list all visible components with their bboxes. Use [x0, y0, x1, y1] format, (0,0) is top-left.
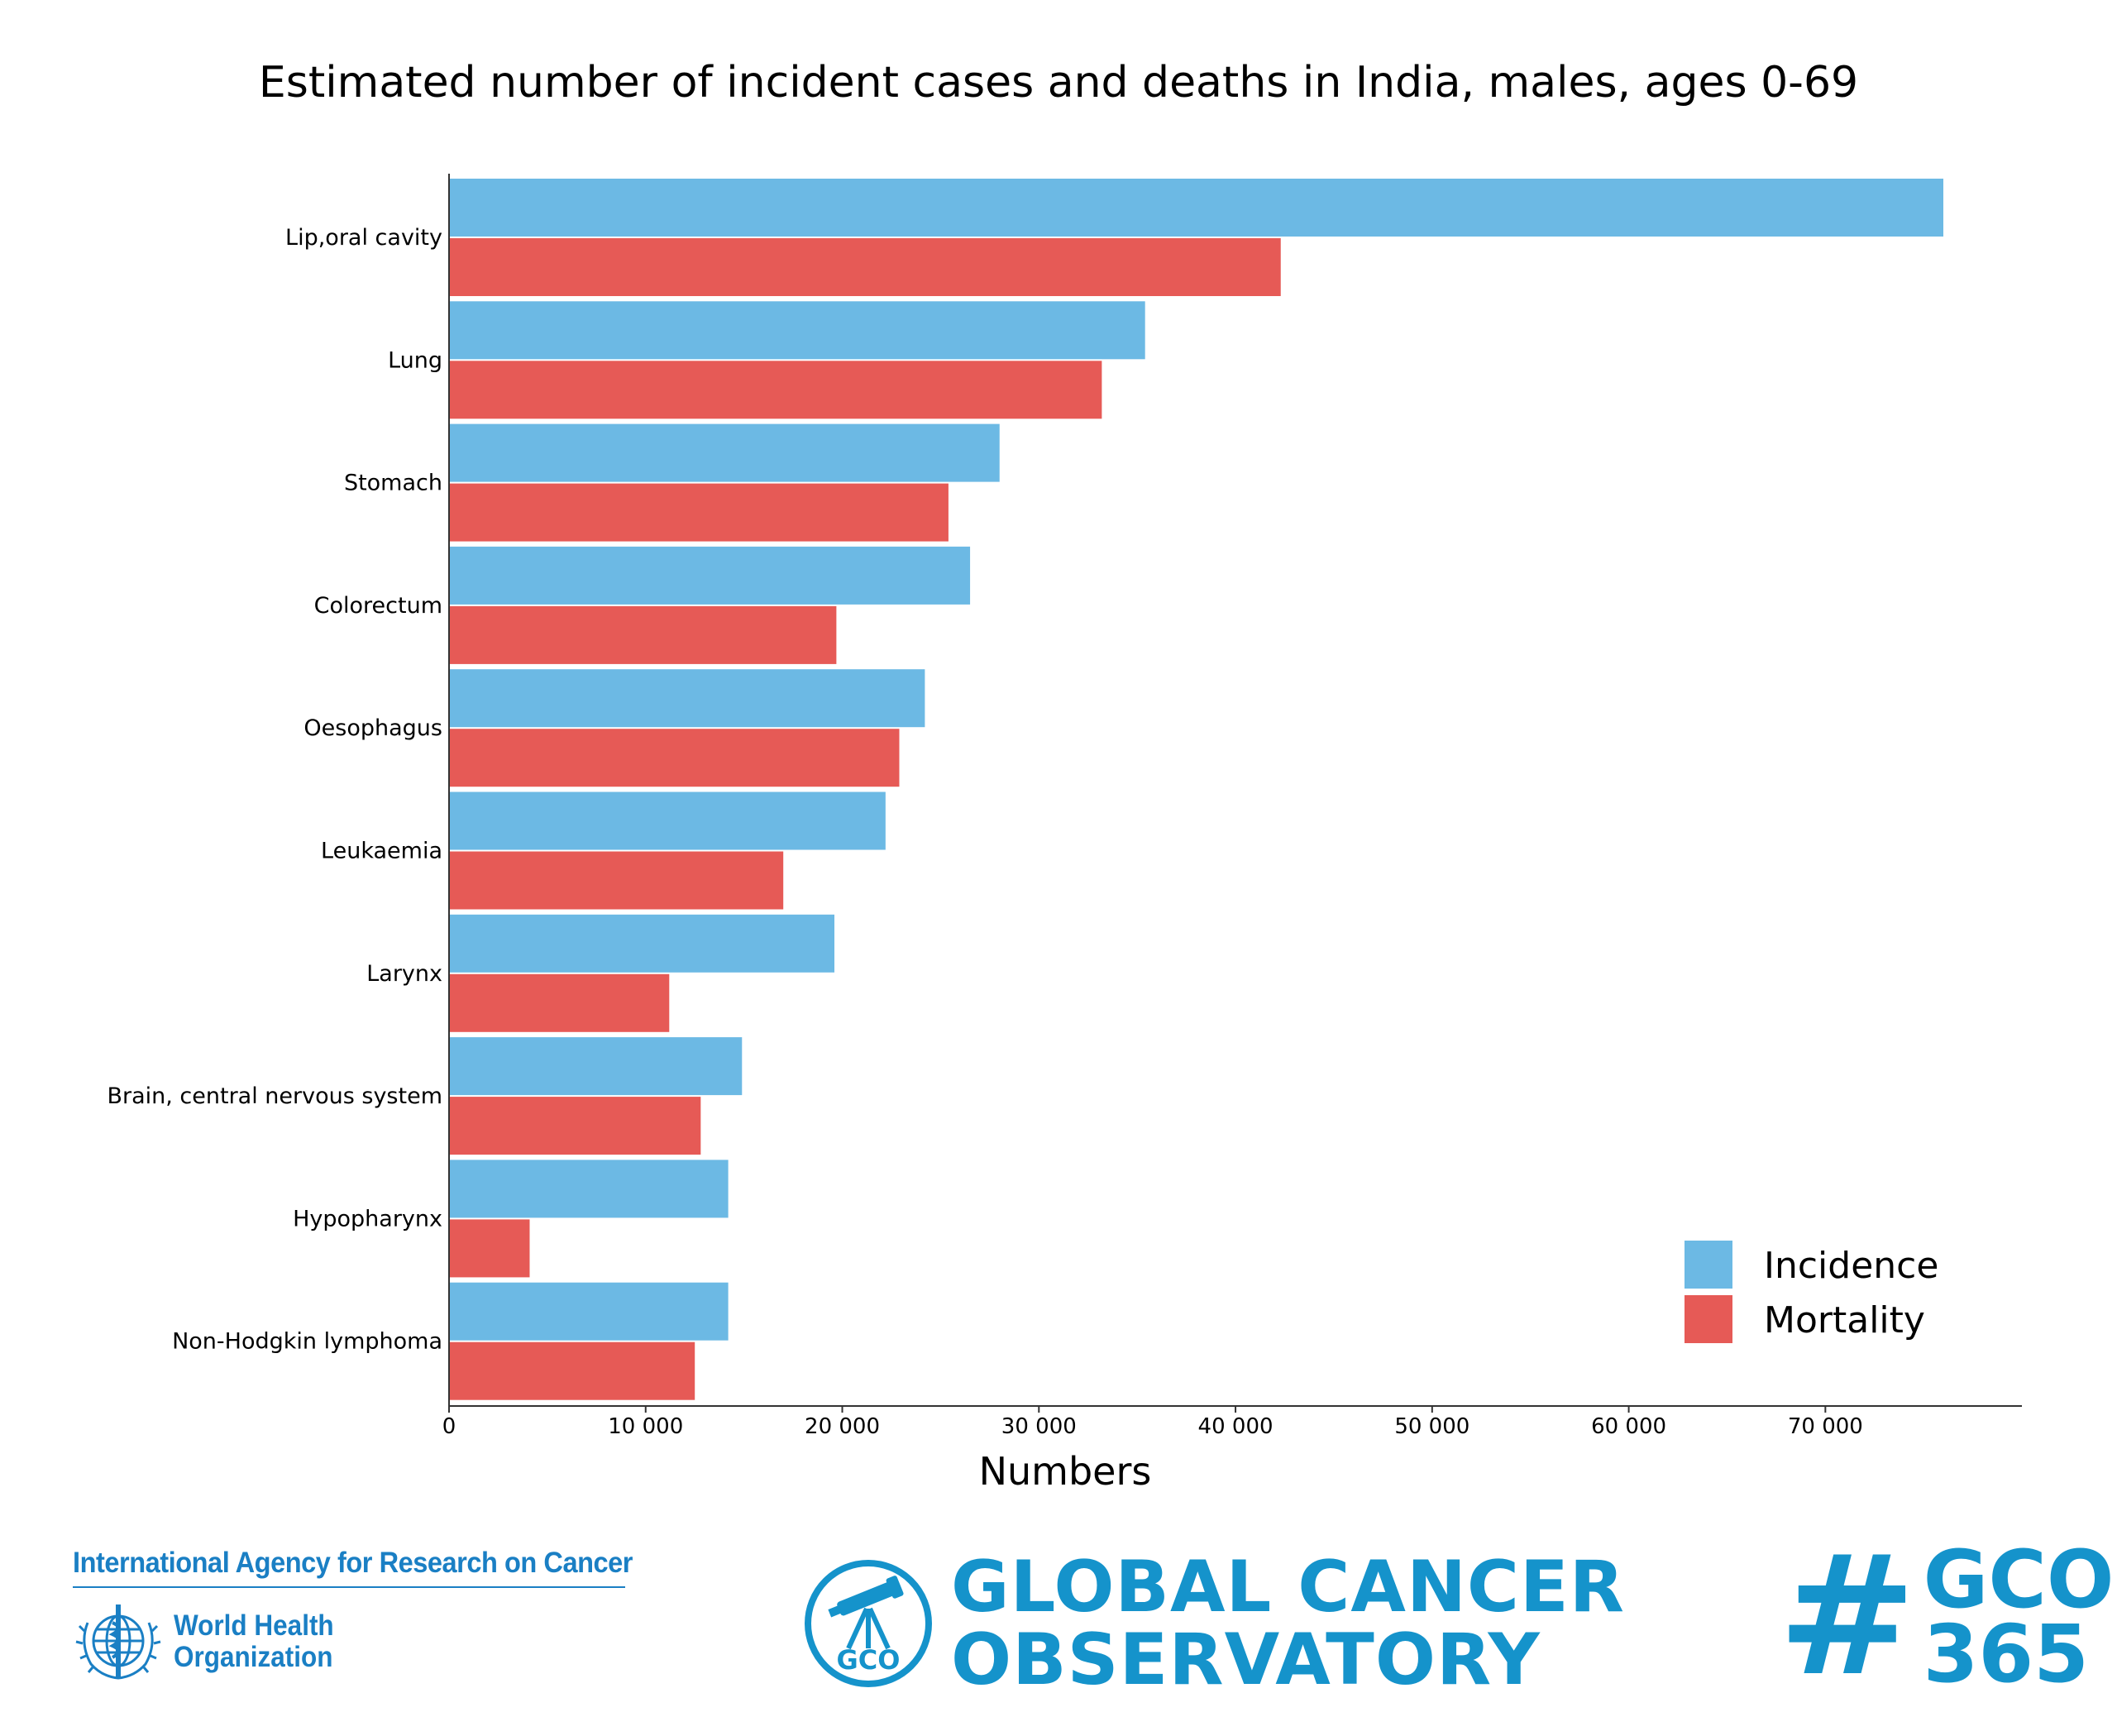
category-label-5: Leukaemia: [321, 839, 442, 864]
hashtag-line-2: 365: [1923, 1608, 2089, 1700]
bar-mortality-6: [449, 973, 670, 1032]
x-axis-title: Numbers: [979, 1449, 1152, 1494]
bar-incidence-8: [449, 1160, 729, 1218]
category-label-4: Oesophagus: [303, 715, 442, 741]
category-label-0: Lip,oral cavity: [285, 225, 442, 251]
who-line-1: World Health: [174, 1609, 334, 1642]
legend-swatch-incidence: [1685, 1241, 1732, 1289]
bar-incidence-4: [449, 669, 925, 728]
category-label-7: Brain, central nervous system: [107, 1083, 442, 1109]
category-label-1: Lung: [388, 347, 442, 373]
hashtag-text: GCO 365: [1923, 1533, 2115, 1700]
category-label-6: Larynx: [366, 961, 442, 987]
gco-line-2: OBSERVATORY: [951, 1619, 1541, 1701]
legend-label-mortality: Mortality: [1764, 1299, 1925, 1341]
bar-mortality-0: [449, 238, 1281, 296]
iarc-who-logo: International Agency for Research on Can…: [73, 1547, 652, 1685]
bar-incidence-6: [449, 914, 835, 973]
gco-name: GLOBAL CANCER OBSERVATORY: [951, 1551, 1625, 1696]
bar-mortality-4: [449, 729, 900, 787]
bar-mortality-7: [449, 1097, 701, 1155]
bar-incidence-2: [449, 423, 1000, 482]
legend-label-incidence: Incidence: [1764, 1245, 1938, 1287]
bars-layer: [449, 179, 1943, 1400]
chart-title: Estimated number of incident cases and d…: [258, 58, 1859, 108]
x-tick-label-7: 70 000: [1788, 1414, 1863, 1439]
gco-badge-text: GCO: [837, 1644, 901, 1676]
bar-incidence-1: [449, 301, 1145, 360]
category-label-3: Colorectum: [314, 593, 442, 619]
iarc-divider: [73, 1586, 625, 1588]
x-axis-ticks: 0 10 000 20 000 30 000 40 000 50 000 60 000 70 …: [442, 1406, 1863, 1439]
bar-mortality-9: [449, 1341, 695, 1400]
hashtag-line-1: GCO: [1923, 1533, 2115, 1626]
x-tick-label-1: 10 000: [608, 1414, 683, 1439]
hashtag-gco365: # GCO 365: [1778, 1520, 2115, 1713]
bar-incidence-7: [449, 1037, 743, 1096]
bar-mortality-2: [449, 483, 949, 542]
who-name: World Health Organization: [174, 1609, 334, 1673]
bar-mortality-8: [449, 1219, 530, 1278]
bar-incidence-3: [449, 546, 971, 605]
gco-logo-block: GCO GLOBAL CANCER OBSERVATORY: [802, 1551, 1625, 1696]
category-label-8: Hypopharynx: [293, 1206, 442, 1231]
hash-sign: #: [1778, 1520, 1917, 1713]
telescope-logo-icon: GCO: [805, 1560, 932, 1687]
iarc-name: International Agency for Research on Can…: [73, 1547, 633, 1579]
legend: Incidence Mortality: [1685, 1241, 1938, 1343]
category-labels: Lip,oral cavity Lung Stomach Colorectum Oeso…: [107, 225, 442, 1355]
x-tick-label-6: 60 000: [1591, 1414, 1666, 1439]
who-line-2: Organization: [174, 1640, 333, 1673]
bar-mortality-5: [449, 851, 784, 910]
gco-line-1: GLOBAL CANCER: [951, 1546, 1626, 1628]
bar-chart: Lip,oral cavity Lung Stomach Colorectum Oeso…: [107, 174, 2022, 1494]
x-tick-label-4: 40 000: [1198, 1414, 1274, 1439]
bar-mortality-3: [449, 605, 837, 664]
category-label-2: Stomach: [344, 471, 442, 496]
who-logo: World Health Organization: [73, 1598, 652, 1685]
who-emblem-icon: [75, 1604, 161, 1680]
x-tick-label-3: 30 000: [1001, 1414, 1077, 1439]
bar-incidence-0: [449, 179, 1943, 237]
x-tick-label-2: 20 000: [805, 1414, 880, 1439]
bar-mortality-1: [449, 361, 1102, 419]
legend-swatch-mortality: [1685, 1295, 1732, 1343]
category-label-9: Non-Hodgkin lymphoma: [172, 1329, 442, 1355]
bar-incidence-9: [449, 1282, 729, 1341]
x-tick-label-5: 50 000: [1394, 1414, 1469, 1439]
x-tick-label-0: 0: [442, 1414, 456, 1439]
bar-incidence-5: [449, 791, 886, 850]
